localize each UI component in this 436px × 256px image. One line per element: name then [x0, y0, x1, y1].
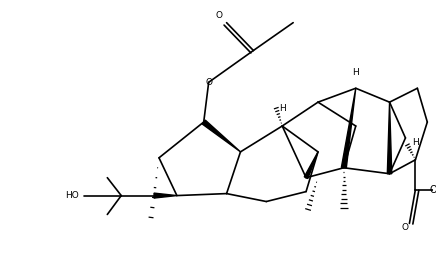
Polygon shape	[341, 88, 356, 168]
Polygon shape	[387, 102, 392, 174]
Text: H: H	[352, 68, 359, 77]
Text: H: H	[279, 104, 286, 113]
Polygon shape	[304, 152, 318, 178]
Text: O: O	[429, 185, 436, 195]
Text: O: O	[205, 78, 212, 87]
Text: O: O	[215, 11, 222, 20]
Text: HO: HO	[65, 191, 78, 200]
Polygon shape	[202, 120, 241, 152]
Polygon shape	[154, 193, 177, 198]
Text: O: O	[402, 223, 409, 232]
Text: H: H	[412, 138, 419, 147]
